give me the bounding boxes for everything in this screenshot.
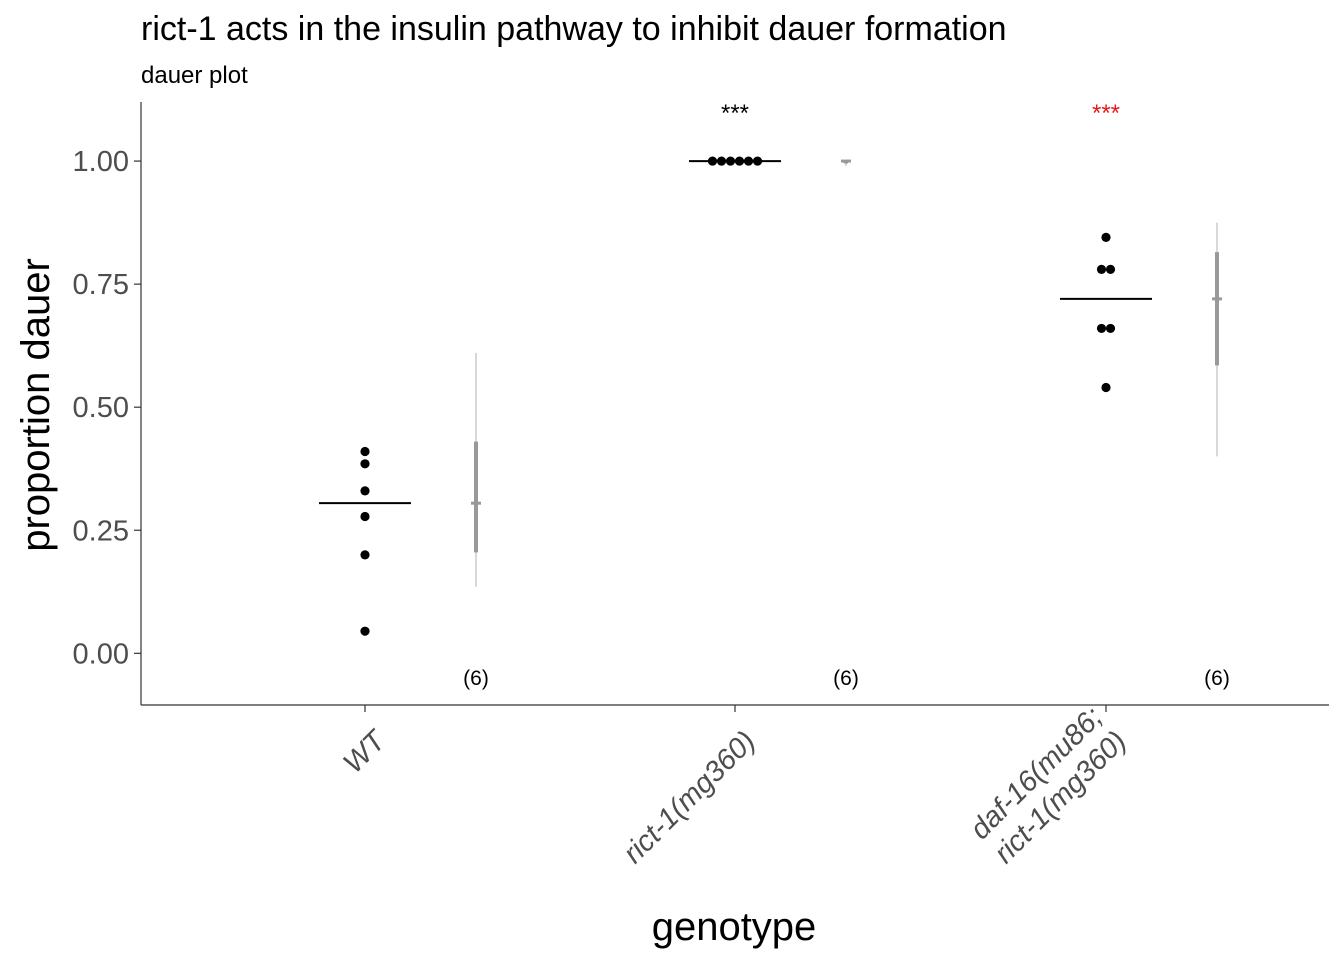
y-tick-label: 0.25 bbox=[73, 515, 129, 547]
n-label: (6) bbox=[1204, 667, 1230, 690]
data-point bbox=[1101, 382, 1111, 393]
x-axis-title: genotype bbox=[652, 905, 817, 949]
x-tick-label: daf-16(mu86;rict-1(mg360) bbox=[964, 701, 1133, 870]
x-tick-label-line: WT bbox=[337, 724, 393, 780]
data-point bbox=[1096, 264, 1107, 274]
y-tick-label: 0.50 bbox=[73, 392, 129, 424]
n-label: (6) bbox=[463, 667, 489, 690]
significance-label: *** bbox=[1092, 100, 1120, 127]
data-point bbox=[1096, 323, 1107, 334]
data-point bbox=[1105, 264, 1116, 274]
y-tick-label: 1.00 bbox=[73, 146, 129, 178]
data-point bbox=[360, 511, 370, 522]
data-point bbox=[360, 459, 370, 469]
data-point bbox=[1105, 323, 1116, 334]
data-point bbox=[360, 446, 370, 457]
chart-subtitle: dauer plot bbox=[141, 62, 248, 89]
plot-area: 0.00 0.25 0.50 0.75 1.00 WT rict-1(mg360) daf-1… bbox=[73, 100, 1329, 870]
x-tick-label: WT bbox=[337, 724, 393, 780]
y-tick-label: 0.00 bbox=[73, 638, 129, 670]
data-point bbox=[360, 626, 370, 636]
data-point bbox=[360, 550, 370, 560]
y-tick-label: 0.75 bbox=[73, 269, 129, 301]
significance-label: *** bbox=[721, 100, 749, 127]
data-point bbox=[1101, 232, 1111, 242]
x-tick-label-line: rict-1(mg360) bbox=[617, 725, 762, 870]
y-axis-title: proportion dauer bbox=[14, 258, 58, 552]
x-tick-label: rict-1(mg360) bbox=[617, 725, 762, 870]
n-label: (6) bbox=[833, 667, 859, 690]
chart-title: rict-1 acts in the insulin pathway to in… bbox=[141, 10, 1007, 48]
data-point bbox=[360, 486, 370, 496]
